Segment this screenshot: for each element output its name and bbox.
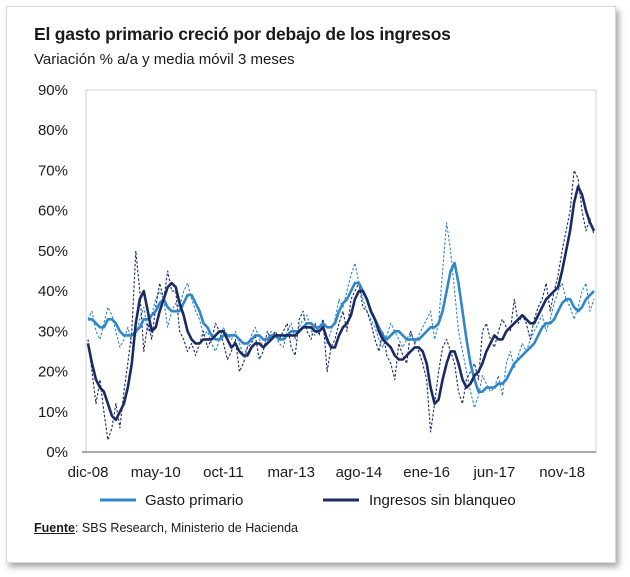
x-tick-label: jun-17 xyxy=(473,464,516,481)
legend-label-gasto: Gasto primario xyxy=(145,492,243,509)
y-tick-label: 40% xyxy=(38,283,68,300)
plot-area-border xyxy=(85,89,597,453)
x-tick-label: dic-08 xyxy=(68,464,109,481)
ingresos-monthly-line xyxy=(87,169,595,441)
y-tick-label: 0% xyxy=(46,444,68,461)
y-tick-label: 50% xyxy=(38,243,68,260)
x-tick-label: ago-14 xyxy=(336,464,383,481)
x-tick-label: nov-18 xyxy=(539,464,585,481)
ingresos-moving-average-line xyxy=(86,185,596,422)
x-tick-label: mar-13 xyxy=(267,464,315,481)
y-tick-label: 90% xyxy=(38,82,68,99)
x-tick-label: ene-16 xyxy=(403,464,450,481)
chart-title: El gasto primario creció por debajo de l… xyxy=(34,24,451,44)
chart-subtitle: Variación % a/a y media móvil 3 meses xyxy=(34,51,295,68)
y-tick-label: 30% xyxy=(38,323,68,340)
chart-frame xyxy=(6,6,616,563)
y-tick-label: 60% xyxy=(38,203,68,220)
chart-source: Fuente: SBS Research, Ministerio de Haci… xyxy=(34,521,299,535)
y-tick-label: 10% xyxy=(38,404,68,421)
x-tick-label: oct-11 xyxy=(203,464,244,481)
y-tick-label: 80% xyxy=(38,122,68,139)
x-tick-label: may-10 xyxy=(131,464,181,481)
legend-label-ingresos: Ingresos sin blanqueo xyxy=(369,492,516,509)
gasto-monthly-line xyxy=(87,222,595,409)
y-tick-label: 20% xyxy=(38,364,68,381)
y-tick-label: 70% xyxy=(38,162,68,179)
gasto-moving-average-line xyxy=(88,261,595,394)
source-label: Fuente xyxy=(34,521,75,535)
